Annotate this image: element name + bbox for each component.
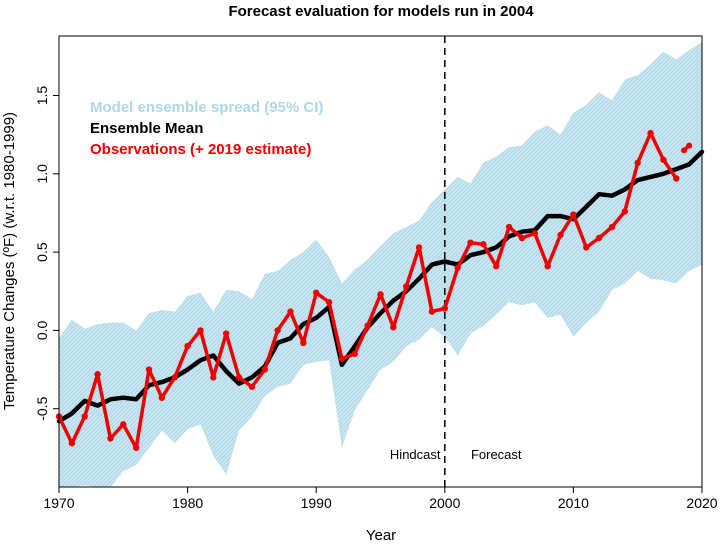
observation-point <box>184 342 191 350</box>
observation-point <box>428 308 436 315</box>
observation-point <box>403 283 410 290</box>
observation-point <box>325 299 333 306</box>
x-tick-label: 2010 <box>558 495 589 511</box>
x-tick-label: 1980 <box>172 495 203 511</box>
observation-point <box>222 330 230 337</box>
observation-point <box>493 262 500 270</box>
observation-point <box>634 159 641 167</box>
observation-point <box>518 234 526 242</box>
observation-point <box>621 208 629 215</box>
observation-point <box>171 374 178 381</box>
observation-point <box>390 324 397 331</box>
observation-point <box>132 444 140 452</box>
observation-point <box>608 223 616 231</box>
observation-point <box>274 327 281 334</box>
observation-point <box>68 439 76 447</box>
estimate-2019-point <box>686 142 693 149</box>
observation-point <box>261 366 268 373</box>
observation-point <box>197 327 204 334</box>
observation-point <box>364 322 371 329</box>
y-tick-label: 1.0 <box>34 164 50 184</box>
observation-point <box>235 374 243 381</box>
estimate-2019-points <box>680 142 693 154</box>
observation-point <box>377 291 384 298</box>
observation-point <box>120 421 127 428</box>
observation-point <box>467 239 474 246</box>
observation-point <box>583 244 590 251</box>
observation-point <box>107 435 114 442</box>
observation-point <box>158 394 166 401</box>
x-axis: 1970 1980 1990 2000 2010 2020 <box>43 487 718 511</box>
y-axis-label: Temperature Changes (ºF) (w.r.t. 1980-19… <box>1 112 18 410</box>
observation-point <box>81 413 88 420</box>
legend-entry-observations: Observations (+ 2019 estimate) <box>90 141 311 158</box>
observation-point <box>94 371 101 378</box>
observation-point <box>441 305 448 312</box>
observation-point <box>660 156 667 163</box>
observation-point <box>248 383 256 390</box>
y-axis: -0.5 0.0 0.5 1.0 1.5 <box>34 86 59 421</box>
observation-point <box>480 241 487 248</box>
observation-point <box>338 355 346 362</box>
legend-entry-mean: Ensemble Mean <box>90 120 203 137</box>
hindcast-label: Hindcast <box>390 447 441 462</box>
observation-point <box>570 211 577 218</box>
x-tick-label: 1990 <box>301 495 332 511</box>
y-tick-label: 0.5 <box>34 242 50 262</box>
ensemble-mean-line <box>56 149 705 424</box>
observation-point <box>313 289 320 297</box>
observation-point <box>647 129 654 137</box>
observation-point <box>557 231 564 239</box>
legend: Model ensemble spread (95% CI) Ensemble … <box>90 99 323 158</box>
x-tick-label: 2000 <box>429 495 460 511</box>
observation-point <box>544 262 551 270</box>
x-tick-label: 2020 <box>686 495 717 511</box>
observation-point <box>595 234 603 242</box>
observation-point <box>673 175 680 182</box>
observation-point <box>300 339 307 347</box>
legend-entry-spread: Model ensemble spread (95% CI) <box>90 99 323 116</box>
chart-title: Forecast evaluation for models run in 20… <box>228 3 534 20</box>
observation-point <box>351 350 358 358</box>
forecast-label: Forecast <box>471 447 522 462</box>
y-tick-label: 0.0 <box>34 320 50 340</box>
observation-point <box>454 264 461 271</box>
observation-point <box>145 366 153 373</box>
observation-point <box>531 230 539 237</box>
observation-point <box>210 374 217 381</box>
y-tick-label: -0.5 <box>34 396 50 420</box>
observation-point <box>287 308 294 315</box>
estimate-2019-point <box>680 147 687 154</box>
observation-point <box>415 244 423 251</box>
plot-frame <box>58 35 703 488</box>
spread-band <box>59 42 702 488</box>
x-tick-label: 1970 <box>43 495 74 511</box>
x-axis-label: Year <box>366 527 396 544</box>
ensemble-spread-area <box>59 42 702 488</box>
observation-points <box>55 129 680 452</box>
y-tick-label: 1.5 <box>34 86 50 106</box>
observation-point <box>505 223 513 231</box>
